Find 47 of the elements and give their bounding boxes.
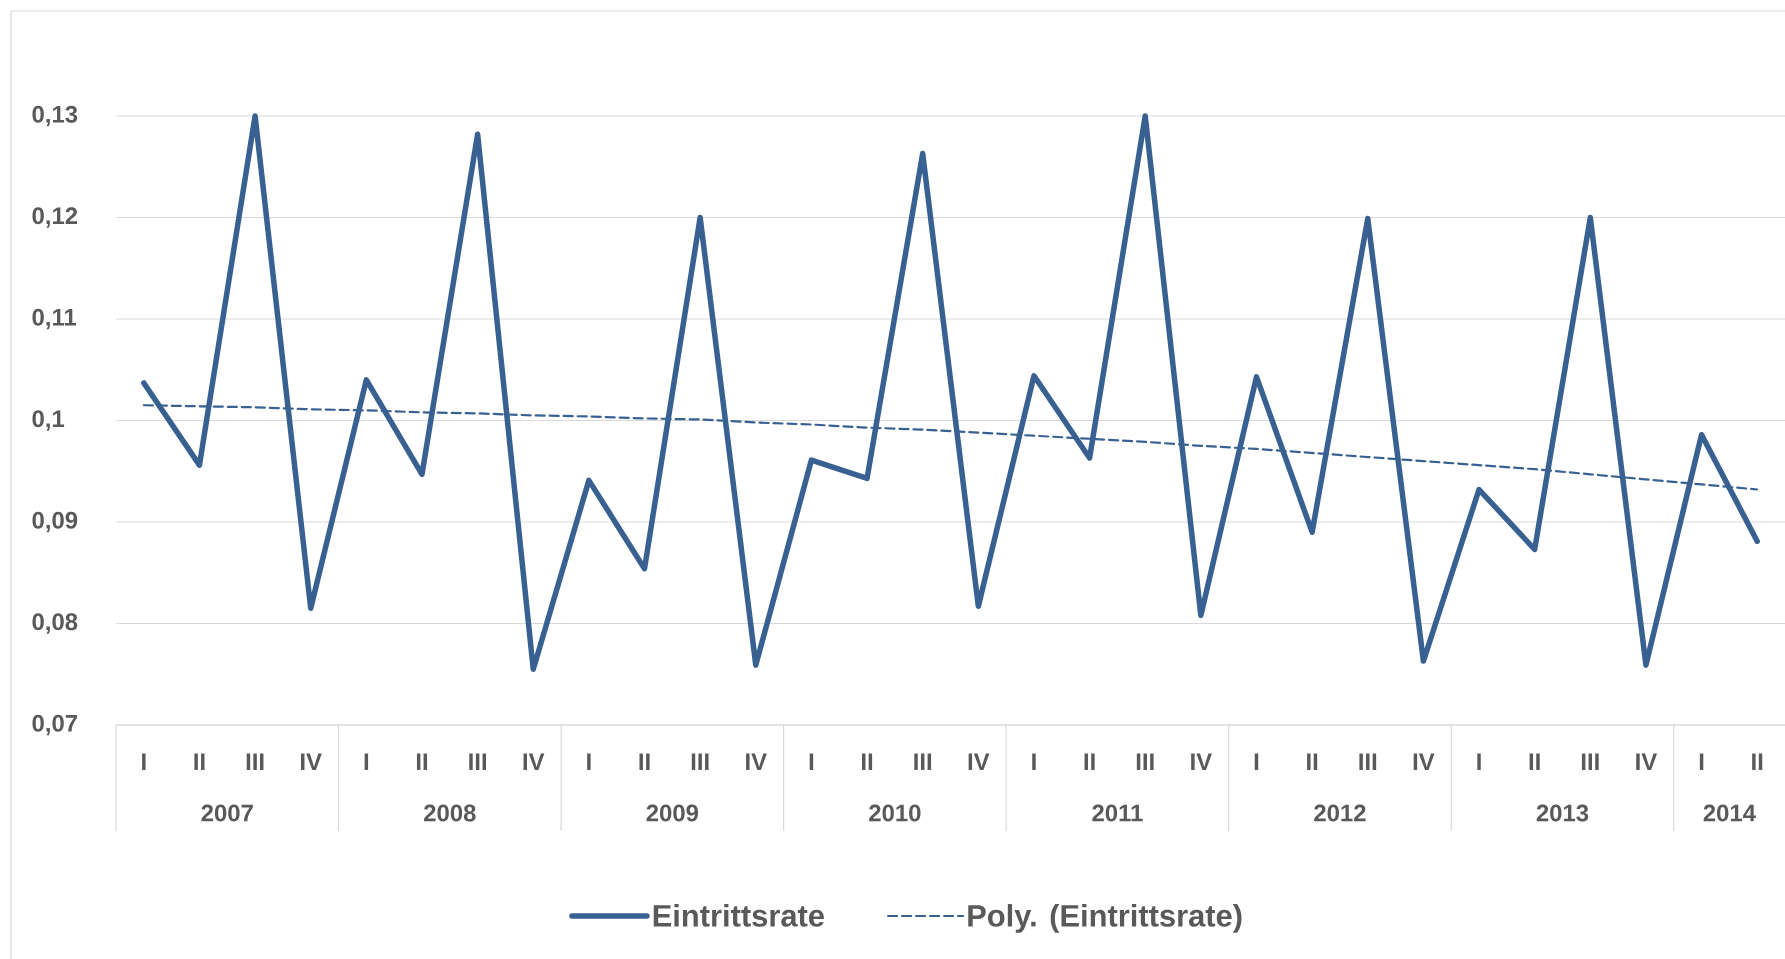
x-tick-label: IV (746, 753, 767, 770)
x-tick-label: III (469, 753, 486, 770)
text: 2011 (1092, 804, 1143, 822)
x-tick-label: III (1136, 753, 1154, 770)
x-tick-label: III (914, 753, 932, 770)
legend-label: Poly. (Eintrittsrate) (968, 904, 1242, 933)
y-tick-label: 0,07 (32, 714, 78, 736)
legend-label: Eintrittsrate (653, 904, 824, 927)
x-tick-label: II (1307, 753, 1318, 770)
x-tick-label: II (639, 753, 650, 770)
x-tick-label: I (142, 753, 146, 770)
x-tick-label: I (587, 753, 591, 770)
x-tick-label: III (691, 753, 709, 770)
x-tick-label: IV (523, 753, 545, 770)
y-tick-label: 0,13 (32, 105, 78, 127)
x-tick-label: IV (1191, 753, 1212, 770)
text: 2010 (869, 804, 921, 822)
text: 2013 (1536, 804, 1589, 822)
y-tick-label: 0,09 (32, 511, 78, 533)
x-tick-label: I (809, 753, 814, 770)
y-tick-label: 0,1 (32, 410, 65, 431)
text: 2012 (1314, 804, 1366, 822)
x-tick-label: II (194, 753, 205, 770)
text: 2014 (1703, 804, 1756, 822)
x-tick-label: II (1084, 753, 1095, 770)
x-tick-label: IV (968, 753, 990, 770)
text: 2009 (646, 804, 699, 822)
x-tick-label: I (1699, 753, 1704, 770)
x-tick-label: I (364, 753, 369, 770)
x-tick-label: II (862, 753, 873, 770)
x-tick-label: III (1359, 753, 1377, 770)
x-tick-label: I (1254, 753, 1259, 770)
x-tick-label: IV (1636, 753, 1658, 770)
x-tick-label: III (246, 753, 264, 770)
y-tick-label: 0,12 (32, 207, 78, 228)
x-tick-label: I (1032, 753, 1036, 770)
x-tick-label: III (1581, 753, 1599, 770)
y-tick-label: 0,08 (32, 613, 78, 634)
x-tick-label: II (1752, 753, 1763, 770)
x-tick-label: IV (301, 753, 322, 770)
x-tick-label: II (1529, 753, 1540, 770)
text: 2007 (201, 804, 253, 822)
y-tick-label: 0,11 (32, 308, 77, 330)
x-tick-label: II (416, 753, 428, 770)
text: 2008 (424, 804, 476, 822)
x-tick-label: IV (1413, 753, 1435, 770)
x-tick-label: I (1477, 753, 1481, 770)
